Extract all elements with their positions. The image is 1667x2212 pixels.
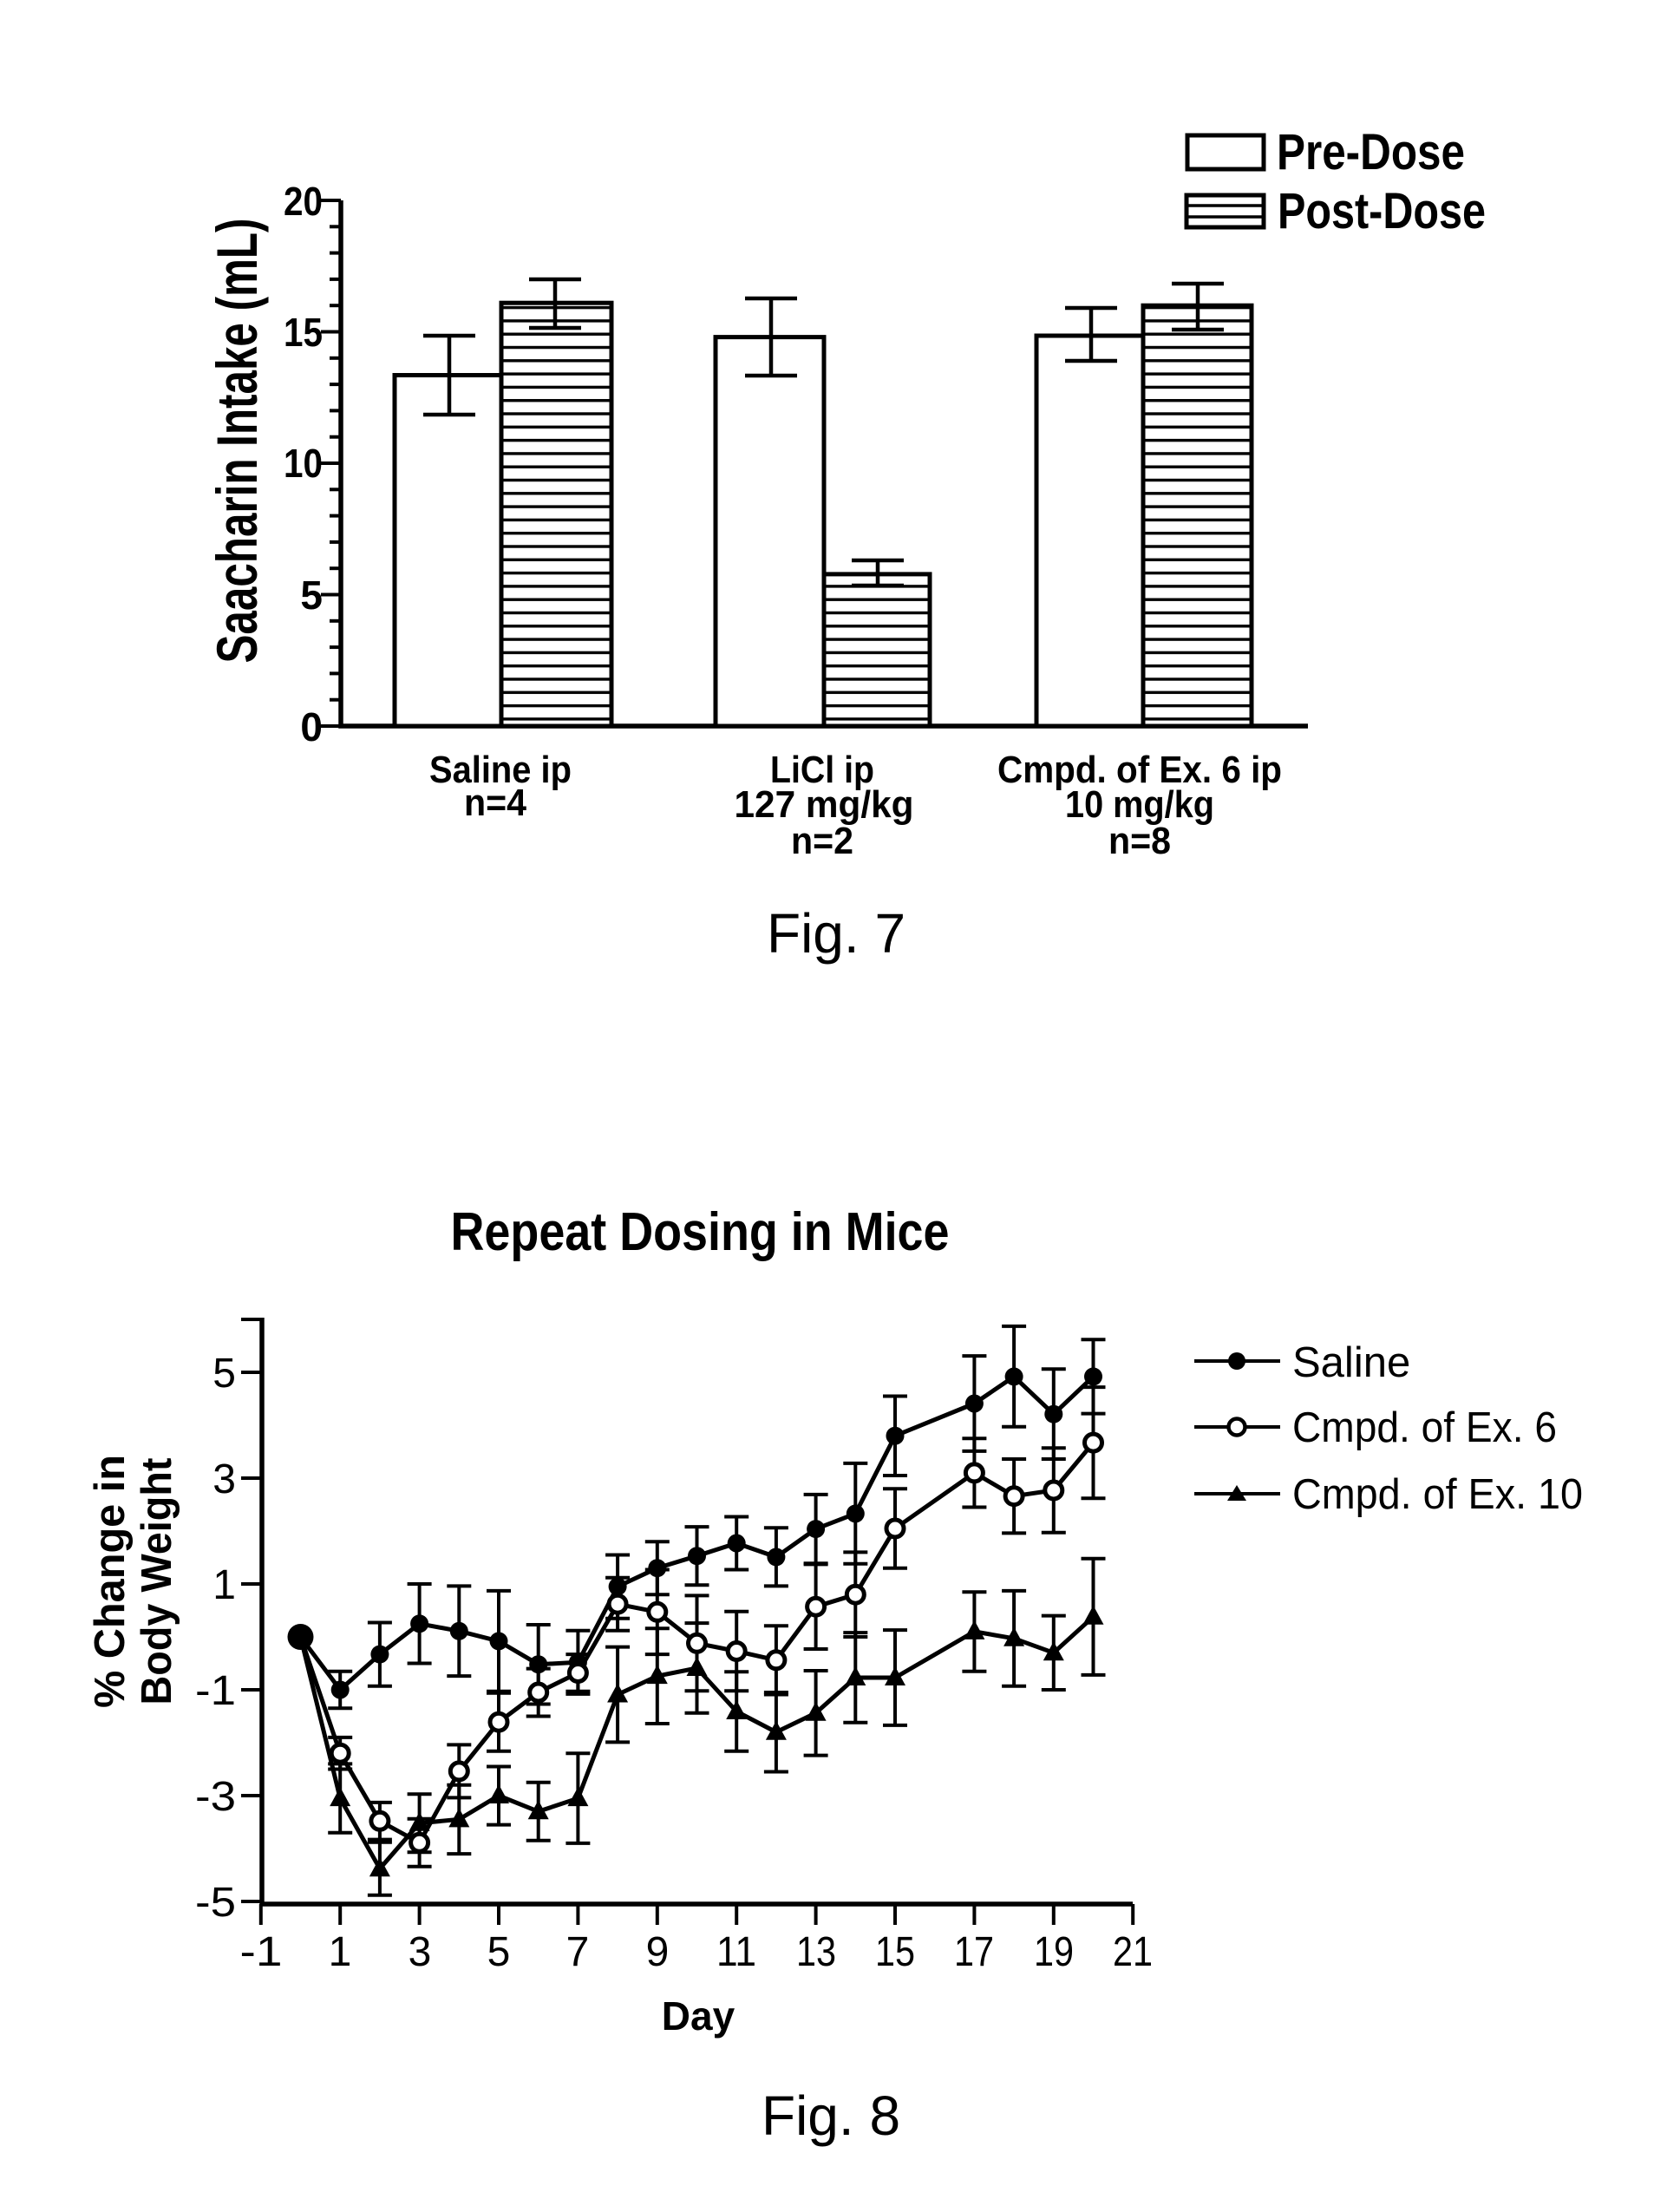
svg-text:3: 3 [212, 1456, 236, 1502]
svg-text:3: 3 [409, 1929, 432, 1975]
svg-text:10: 10 [284, 441, 323, 486]
svg-text:% Change in: % Change in [87, 1455, 134, 1708]
svg-text:Post-Dose: Post-Dose [1278, 183, 1486, 239]
svg-text:13: 13 [796, 1929, 836, 1975]
svg-text:1: 1 [329, 1929, 352, 1975]
svg-text:5: 5 [212, 1351, 236, 1397]
svg-text:Fig. 7: Fig. 7 [767, 902, 905, 965]
svg-text:21: 21 [1113, 1929, 1153, 1975]
svg-text:Cmpd. of Ex. 6: Cmpd. of Ex. 6 [1292, 1404, 1557, 1451]
svg-text:1: 1 [212, 1562, 236, 1608]
svg-text:5: 5 [300, 573, 323, 618]
svg-text:Repeat Dosing in Mice: Repeat Dosing in Mice [451, 1202, 950, 1262]
svg-text:11: 11 [716, 1929, 756, 1975]
svg-text:Body Weight: Body Weight [134, 1458, 180, 1705]
svg-text:9: 9 [646, 1929, 670, 1975]
svg-text:19: 19 [1034, 1929, 1074, 1975]
svg-text:-3: -3 [195, 1774, 236, 1820]
svg-text:0: 0 [300, 704, 323, 749]
svg-text:n=8: n=8 [1108, 820, 1171, 862]
svg-text:Day: Day [662, 1993, 735, 2039]
svg-text:127 mg/kg: 127 mg/kg [735, 783, 914, 826]
svg-text:Saline ip: Saline ip [429, 749, 572, 791]
svg-text:Cmpd. of Ex. 6 ip: Cmpd. of Ex. 6 ip [997, 749, 1282, 791]
svg-text:5: 5 [487, 1929, 511, 1975]
svg-text:LiCl ip: LiCl ip [770, 749, 874, 791]
svg-text:15: 15 [875, 1929, 915, 1975]
svg-text:-5: -5 [195, 1880, 236, 1926]
svg-text:7: 7 [566, 1929, 590, 1975]
svg-text:Cmpd. of Ex. 10: Cmpd. of Ex. 10 [1292, 1471, 1583, 1518]
svg-text:17: 17 [954, 1929, 994, 1975]
svg-text:Pre-Dose: Pre-Dose [1277, 124, 1465, 180]
svg-text:n=2: n=2 [791, 820, 853, 862]
svg-text:-1: -1 [195, 1668, 236, 1714]
svg-text:Fig. 8: Fig. 8 [762, 2084, 900, 2147]
svg-text:20: 20 [284, 179, 323, 224]
svg-text:10 mg/kg: 10 mg/kg [1065, 783, 1214, 826]
svg-text:Saline: Saline [1292, 1339, 1410, 1386]
svg-text:n=4: n=4 [464, 782, 526, 824]
svg-text:Saacharin Intake (mL): Saacharin Intake (mL) [205, 219, 269, 664]
svg-text:-1: -1 [240, 1929, 283, 1975]
svg-text:15: 15 [284, 310, 323, 355]
